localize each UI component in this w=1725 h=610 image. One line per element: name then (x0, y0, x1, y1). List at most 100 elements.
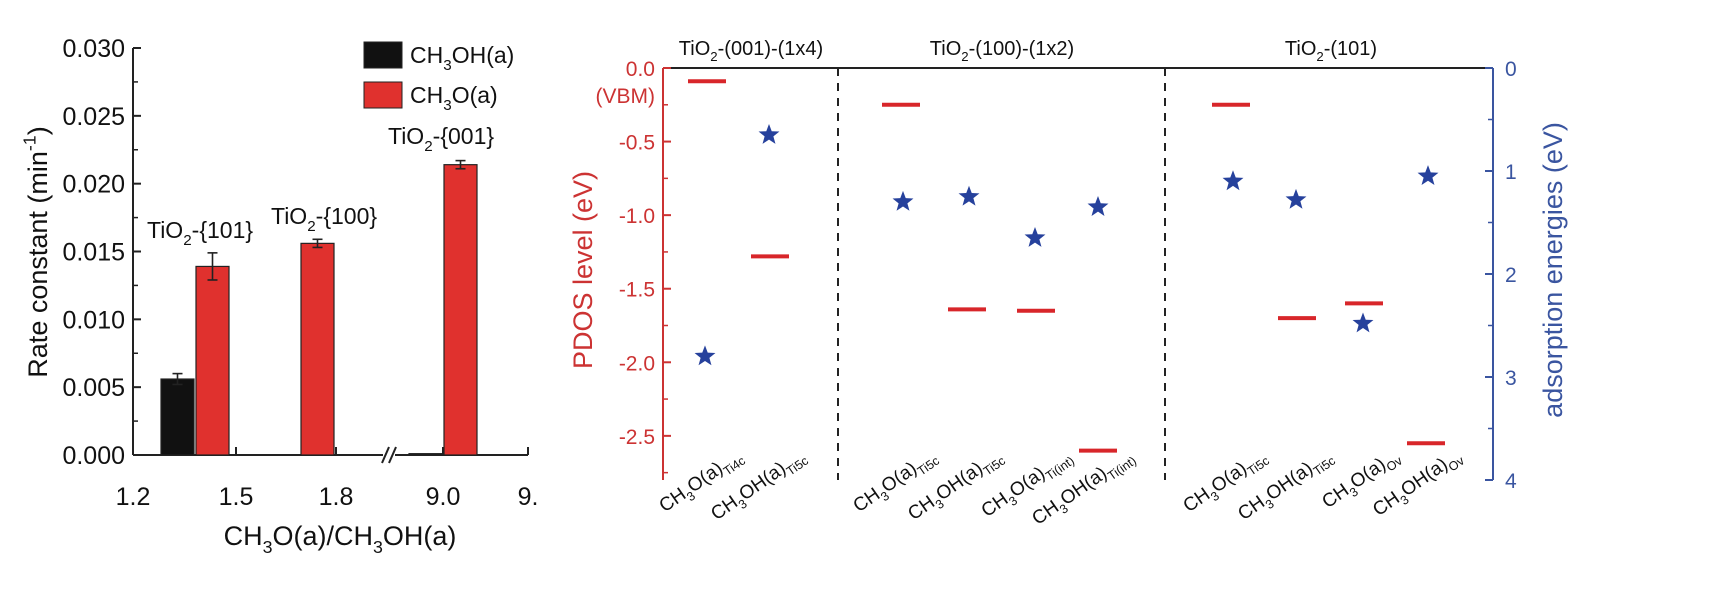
y-tick-label: 0.005 (62, 374, 125, 402)
left-y-tick-label: -1.0 (619, 205, 655, 228)
y-tick-label: 0.015 (62, 239, 125, 267)
x-tick-label: 1.8 (319, 483, 354, 511)
bar (300, 242, 335, 456)
pdos-adsorption-chart: 0.0 -0.5 -1.0 -1.5 -2.0 -2.5 (VBM) 0 1 2 3 4 PDOS le… (568, 38, 1568, 533)
axis-break-mark (381, 446, 390, 464)
legend-label-part: CH (410, 42, 443, 68)
category-label-part: CH (850, 484, 885, 517)
y-axis-title-part: -1 (20, 135, 40, 151)
x-tick-label: 9.0 (426, 483, 461, 511)
adsorption-energy-star (694, 345, 716, 366)
axis-break-mark (388, 446, 397, 464)
category-label-part: CH (1028, 497, 1063, 530)
panel-title-part: TiO (930, 38, 961, 60)
category-label: CH3OH(a)Ti(int) (1028, 445, 1139, 533)
bar (408, 453, 443, 456)
facet-annotation-part: 2 (307, 218, 315, 235)
rate-constant-chart: 0.000 0.005 0.010 0.015 0.020 0.025 0.030 1.2 1.… (20, 35, 539, 557)
legend-swatch (363, 41, 403, 69)
right-y-tick-label: 2 (1505, 264, 1517, 287)
x-tick-label: 1.2 (116, 483, 151, 511)
legend-label-part: O(a) (452, 82, 498, 108)
y-tick-label: 0.020 (62, 171, 125, 199)
panel-title-part: 2 (1316, 49, 1323, 64)
left-y-tick-label: 0.0 (626, 58, 655, 81)
y-axis-title-part: Rate constant (min (23, 151, 53, 378)
facet-annotation-part: TiO (388, 123, 424, 149)
category-label-part: CH (1318, 480, 1353, 513)
x-axis-title-part: OH(a) (383, 521, 457, 551)
x-tick-label: 9. (518, 483, 539, 511)
panel-title-part: -(101) (1324, 38, 1377, 60)
facet-annotation-part: -{100} (316, 203, 378, 229)
adsorption-energy-star (892, 190, 914, 211)
right-y-tick-label: 3 (1505, 367, 1517, 390)
x-axis-title-part: O(a)/CH (273, 521, 374, 551)
adsorption-energy-star (758, 123, 780, 144)
adsorption-energy-star (1285, 188, 1307, 209)
right-y-tick-label: 4 (1505, 470, 1517, 493)
category-label-part: Ti(int) (1105, 454, 1139, 484)
category-label-part: CH (707, 492, 742, 525)
left-y-axis-title: PDOS level (eV) (568, 171, 598, 369)
y-tick-label: 0.030 (62, 35, 125, 63)
x-axis-title: CH3O(a)/CH3OH(a) (224, 521, 457, 557)
category-label-part: CH (1180, 484, 1215, 517)
facet-annotation: TiO2-{100} (271, 203, 377, 235)
vbm-label: (VBM) (596, 85, 656, 108)
right-y-tick-label: 0 (1505, 58, 1517, 81)
category-label-part: OH(a) (1397, 454, 1451, 501)
facet-annotation-part: 2 (183, 232, 191, 249)
left-y-tick-label: -0.5 (619, 132, 655, 155)
y-axis-title: Rate constant (min-1) (20, 126, 53, 377)
category-label-part: CH (1369, 488, 1404, 521)
legend-swatch (363, 81, 403, 109)
panel-title-part: TiO (1285, 38, 1316, 60)
bar (443, 164, 478, 456)
panel-title-part: TiO (679, 38, 710, 60)
panel-title-part: -(100)-(1x2) (969, 38, 1075, 60)
bar (195, 265, 230, 456)
panel-title: TiO2-(101) (1285, 38, 1377, 64)
panel-title-part: 2 (710, 49, 717, 64)
legend-label-part: 3 (443, 97, 451, 114)
legend-label: CH3OH(a) (410, 42, 514, 74)
panel-title: TiO2-(100)-(1x2) (930, 38, 1074, 64)
facet-annotation-part: TiO (271, 203, 307, 229)
y-axis-title-part: ) (23, 126, 53, 135)
left-y-tick-label: -2.5 (619, 426, 655, 449)
legend-label-part: OH(a) (452, 42, 515, 68)
adsorption-energy-star (958, 185, 980, 206)
category-label-part: CH (656, 484, 691, 517)
facet-annotation-part: 2 (424, 138, 432, 155)
left-y-tick-label: -2.0 (619, 352, 655, 375)
legend-label-part: 3 (443, 57, 451, 74)
left-y-tick-label: -1.5 (619, 279, 655, 302)
adsorption-energy-star (1087, 196, 1109, 216)
right-y-axis-title: adsorption energies (eV) (1538, 122, 1568, 418)
category-label: CH3OH(a)Ti5c (707, 445, 811, 528)
category-label-part: CH (904, 492, 939, 525)
right-y-tick-label: 1 (1505, 161, 1517, 184)
panel-title-part: -(001)-(1x4) (718, 38, 824, 60)
y-tick-label: 0.000 (62, 442, 125, 470)
y-tick-label: 0.010 (62, 306, 125, 334)
x-tick-label: 1.5 (219, 483, 254, 511)
facet-annotation-part: TiO (147, 217, 183, 243)
facet-annotation-part: -{001} (433, 123, 495, 149)
x-axis-title-part: CH (224, 521, 263, 551)
category-label-part: CH (1234, 492, 1269, 525)
adsorption-energy-star (1352, 312, 1374, 333)
y-tick-label: 0.025 (62, 103, 125, 131)
category-label-part: Ti(int) (1043, 454, 1077, 484)
facet-annotation-part: -{101} (192, 217, 254, 243)
x-axis-title-part: 3 (373, 537, 383, 557)
adsorption-energy-star (1417, 165, 1439, 186)
facet-annotation: TiO2-{101} (147, 217, 253, 249)
x-axis-title-part: 3 (263, 537, 273, 557)
legend-label: CH3O(a) (410, 82, 498, 114)
facet-annotation: TiO2-{001} (388, 123, 494, 155)
bar (160, 378, 195, 456)
adsorption-energy-star (1024, 226, 1046, 247)
